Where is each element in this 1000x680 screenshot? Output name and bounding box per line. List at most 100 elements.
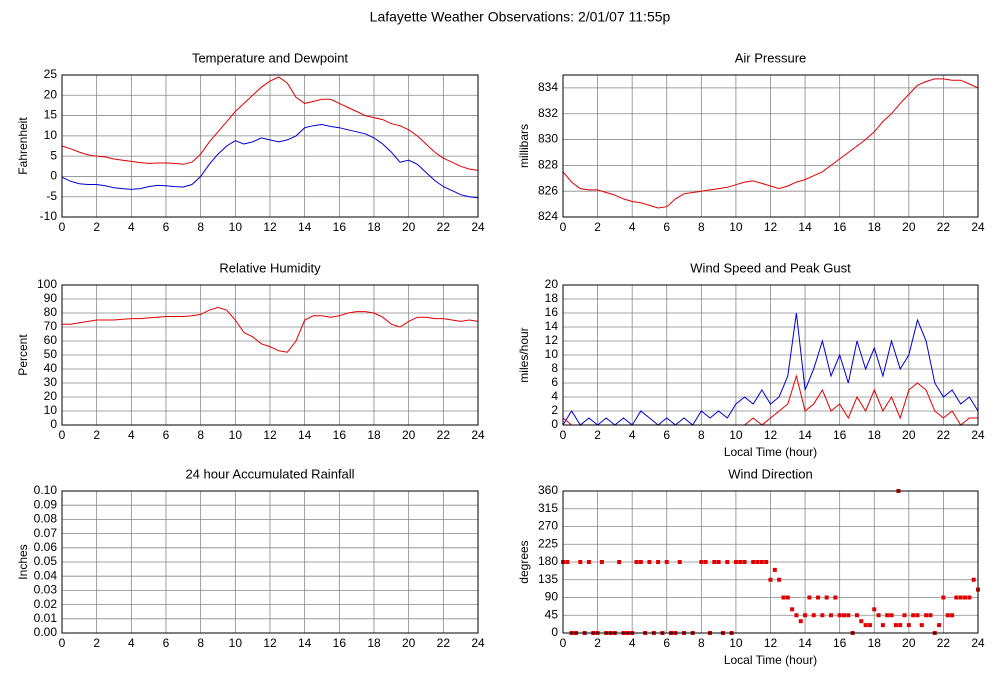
data-point	[824, 595, 829, 600]
x-tick-label: 24	[471, 428, 485, 442]
y-tick-label: 0.00	[34, 625, 58, 639]
data-point	[656, 560, 661, 564]
x-tick-label: 2	[594, 220, 601, 234]
data-point	[889, 613, 894, 618]
chart-panel: Relative HumidityPercent0102030405060708…	[16, 260, 485, 442]
x-tick-label: 0	[560, 220, 567, 234]
data-point	[867, 623, 872, 628]
data-point	[677, 560, 682, 564]
x-tick-label: 24	[971, 428, 985, 442]
x-tick-label: 8	[197, 428, 204, 442]
data-point	[794, 613, 799, 618]
data-line	[61, 123, 479, 199]
data-point	[893, 623, 898, 628]
x-tick-label: 10	[729, 220, 743, 234]
y-tick-label: 0	[50, 417, 57, 431]
data-point	[738, 560, 743, 564]
x-tick-label: 18	[367, 428, 381, 442]
data-point	[885, 613, 890, 618]
x-tick-label: 12	[764, 220, 778, 234]
y-tick-label: 60	[44, 333, 58, 347]
x-tick-label: 24	[971, 636, 985, 650]
x-tick-label: 2	[594, 428, 601, 442]
data-point	[772, 567, 777, 572]
x-tick-label: 22	[437, 428, 451, 442]
y-tick-label: 90	[44, 291, 58, 305]
x-tick-label: 10	[229, 428, 243, 442]
plot-border	[562, 74, 979, 218]
x-tick-label: 22	[937, 636, 951, 650]
y-tick-label: 80	[44, 305, 58, 319]
x-tick-label: 20	[402, 220, 416, 234]
x-tick-label: 4	[629, 220, 636, 234]
x-tick-label: 4	[128, 636, 135, 650]
x-tick-label: 10	[229, 220, 243, 234]
x-tick-label: 22	[437, 220, 451, 234]
x-tick-label: 14	[298, 428, 312, 442]
data-point	[954, 595, 959, 600]
y-tick-label: 90	[545, 590, 559, 604]
x-tick-label: 6	[663, 428, 670, 442]
x-tick-label: 10	[229, 636, 243, 650]
x-tick-label: 8	[197, 220, 204, 234]
data-point	[941, 595, 946, 600]
y-tick-label: 20	[545, 277, 559, 291]
x-tick-label: 8	[698, 220, 705, 234]
x-tick-label: 20	[902, 428, 916, 442]
y-tick-label: 70	[44, 319, 58, 333]
data-point	[703, 560, 708, 564]
x-tick-label: 16	[333, 220, 347, 234]
plot-border	[562, 284, 979, 426]
y-tick-label: 25	[44, 67, 58, 81]
chart-title: Temperature and Dewpoint	[192, 50, 348, 65]
x-tick-label: 24	[971, 220, 985, 234]
y-tick-label: 824	[538, 209, 558, 223]
y-tick-label: 0.10	[34, 483, 58, 497]
data-point	[790, 607, 795, 612]
x-tick-label: 8	[698, 428, 705, 442]
y-tick-label: 6	[551, 375, 558, 389]
x-tick-label: 4	[128, 220, 135, 234]
data-point	[928, 613, 933, 618]
data-point	[811, 613, 816, 618]
x-tick-label: 12	[764, 636, 778, 650]
y-tick-label: 0.04	[34, 568, 58, 582]
data-point	[837, 613, 842, 618]
data-point	[915, 613, 920, 618]
x-tick-label: 0	[560, 636, 567, 650]
data-point	[755, 560, 760, 564]
x-tick-label: 22	[437, 636, 451, 650]
chart-title: Wind Speed and Peak Gust	[690, 260, 851, 275]
data-point	[599, 560, 604, 564]
y-axis-label: miles/hour	[517, 327, 531, 382]
x-tick-label: 20	[902, 220, 916, 234]
data-line	[61, 76, 479, 171]
y-tick-label: 45	[545, 607, 559, 621]
data-point	[898, 623, 903, 628]
data-point	[880, 623, 885, 628]
data-point	[841, 613, 846, 618]
data-point	[638, 560, 643, 564]
data-point	[803, 613, 808, 618]
data-point	[945, 613, 950, 618]
plot-border	[562, 490, 979, 634]
data-point	[967, 595, 972, 600]
data-point	[725, 560, 730, 564]
data-point	[807, 595, 812, 600]
x-tick-label: 20	[402, 636, 416, 650]
x-tick-label: 14	[798, 428, 812, 442]
y-tick-label: 315	[538, 501, 558, 515]
y-tick-label: 0.03	[34, 583, 58, 597]
y-tick-label: 0	[551, 625, 558, 639]
data-point	[781, 595, 786, 600]
y-tick-label: 15	[44, 108, 58, 122]
y-tick-label: 0.07	[34, 526, 58, 540]
data-point	[578, 560, 583, 564]
y-tick-label: 0.08	[34, 512, 58, 526]
y-tick-label: 180	[538, 554, 558, 568]
data-point	[716, 560, 721, 564]
x-tick-label: 24	[471, 220, 485, 234]
data-point	[833, 595, 838, 600]
x-tick-label: 2	[93, 220, 100, 234]
